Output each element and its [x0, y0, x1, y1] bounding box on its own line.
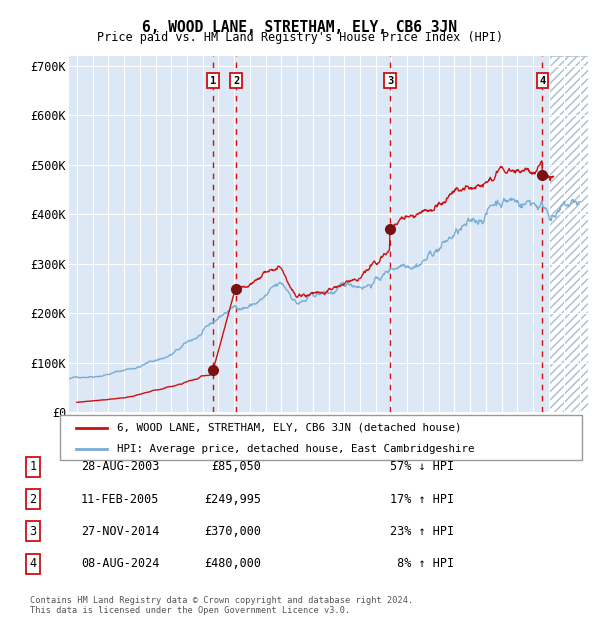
Text: 2: 2	[233, 76, 239, 86]
Text: 23% ↑ HPI: 23% ↑ HPI	[390, 525, 454, 538]
Text: £85,050: £85,050	[211, 461, 261, 473]
Text: 4: 4	[29, 557, 37, 570]
Text: 28-AUG-2003: 28-AUG-2003	[81, 461, 160, 473]
Text: 1: 1	[29, 461, 37, 473]
Text: 6, WOOD LANE, STRETHAM, ELY, CB6 3JN (detached house): 6, WOOD LANE, STRETHAM, ELY, CB6 3JN (de…	[118, 423, 462, 433]
Text: 6, WOOD LANE, STRETHAM, ELY, CB6 3JN: 6, WOOD LANE, STRETHAM, ELY, CB6 3JN	[143, 20, 458, 35]
Text: £249,995: £249,995	[204, 493, 261, 505]
Text: 57% ↓ HPI: 57% ↓ HPI	[390, 461, 454, 473]
Text: 17% ↑ HPI: 17% ↑ HPI	[390, 493, 454, 505]
Text: 4: 4	[539, 76, 545, 86]
Text: Price paid vs. HM Land Registry's House Price Index (HPI): Price paid vs. HM Land Registry's House …	[97, 31, 503, 44]
Text: HPI: Average price, detached house, East Cambridgeshire: HPI: Average price, detached house, East…	[118, 444, 475, 454]
Text: Contains HM Land Registry data © Crown copyright and database right 2024.
This d: Contains HM Land Registry data © Crown c…	[30, 596, 413, 615]
Text: 27-NOV-2014: 27-NOV-2014	[81, 525, 160, 538]
Text: 1: 1	[210, 76, 216, 86]
Text: 2: 2	[29, 493, 37, 505]
Text: 08-AUG-2024: 08-AUG-2024	[81, 557, 160, 570]
Text: 11-FEB-2005: 11-FEB-2005	[81, 493, 160, 505]
Bar	[548, 56, 588, 412]
Text: £370,000: £370,000	[204, 525, 261, 538]
Text: 3: 3	[29, 525, 37, 538]
FancyBboxPatch shape	[60, 415, 582, 460]
Text: 8% ↑ HPI: 8% ↑ HPI	[390, 557, 454, 570]
Text: £480,000: £480,000	[204, 557, 261, 570]
Text: 3: 3	[387, 76, 393, 86]
